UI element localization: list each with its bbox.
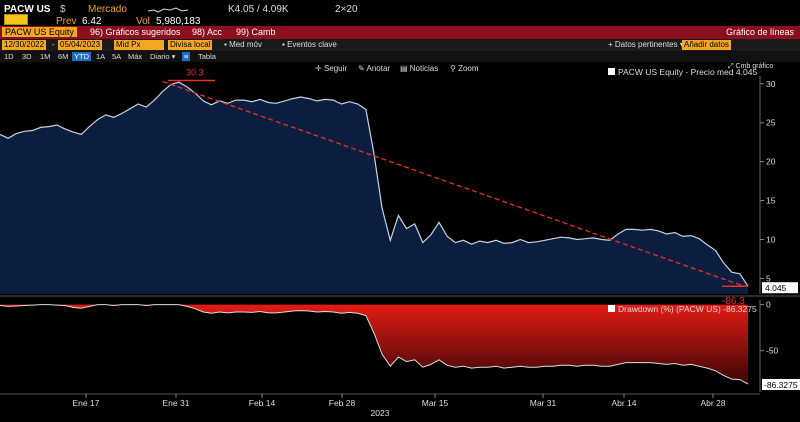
ticker-bar: PACW US $ Mercado K4.05 / 4.09K 2×20 Pre… (0, 0, 800, 27)
chart-toolbar: ✛ Seguir ✎ Anotar ▤ Noticias ⚲ Zoom ⤢ Cm… (315, 63, 773, 73)
expand-icon: ⤢ (728, 63, 736, 70)
low-annotation: -86.3 (722, 296, 745, 307)
drawdown-area (0, 304, 748, 384)
x-tick-label: Feb 14 (249, 398, 276, 408)
date-to-input[interactable]: 05/04/2023 (58, 40, 103, 50)
period-bar: 1D 3D 1M 6M YTD 1A 5A Máx Diario ▾ ≡ Tab… (0, 51, 800, 62)
x-year-label: 2023 (371, 408, 390, 418)
period-daily[interactable]: Diario ▾ (148, 52, 177, 61)
mov-avg-toggle[interactable]: ▪ Med móv (222, 40, 264, 50)
y-tick-label: 25 (766, 118, 776, 128)
price-area (0, 82, 748, 294)
market-icon: $ (60, 4, 66, 15)
legend-swatch (608, 68, 615, 75)
prev-value: 6.42 (82, 16, 102, 27)
sparkline-icon (148, 7, 188, 13)
period-ytd[interactable]: YTD (72, 52, 91, 61)
field-select[interactable]: Mid Px (114, 40, 164, 50)
drawdown-legend: Drawdown (%) (PACW US) -86.3275 (608, 304, 757, 314)
last-value-badge: 4.045 (762, 282, 798, 294)
mov-avg-label: Med móv (229, 40, 262, 49)
news-icon: ▤ (400, 64, 410, 73)
chevron-down-icon: ▾ (677, 40, 684, 49)
y-tick-label: 30 (766, 79, 776, 89)
price-line (0, 81, 749, 287)
x-tick-label: Feb 28 (329, 398, 356, 408)
key-events-label: Eventos clave (287, 40, 337, 49)
period-1d[interactable]: 1D (4, 52, 14, 61)
price-chart[interactable]: ✛ Seguir ✎ Anotar ▤ Noticias ⚲ Zoom ⤢ Cm… (0, 62, 800, 422)
x-tick-label: Mar 15 (422, 398, 449, 408)
period-max[interactable]: Máx (128, 52, 143, 61)
period-3d[interactable]: 3D (22, 52, 32, 61)
trend-line (162, 80, 745, 287)
table-toggle-icon[interactable]: ≡ (182, 52, 191, 61)
period-1m[interactable]: 1M (40, 52, 51, 61)
period-6m[interactable]: 6M (58, 52, 69, 61)
x-tick-label: Ene 31 (163, 398, 190, 408)
legend-label: PACW US Equity - Precio med 4.045 (618, 67, 757, 77)
change-menu[interactable]: 99) Camb (236, 27, 276, 37)
x-tick-label: Abr 14 (611, 398, 636, 408)
y-tick-label: 0 (766, 300, 771, 310)
y-tick-label: 10 (766, 235, 776, 245)
table-label[interactable]: Tabla (198, 52, 216, 61)
drawdown-line (0, 304, 749, 385)
drawdown-panel: 0 -50 Drawdown (%) (PACW US) -86.3275 -86.3… (0, 300, 800, 392)
drawdown-last-badge: -86.3275 (762, 378, 800, 390)
follow-button[interactable]: ✛ Seguir (315, 64, 347, 73)
security-field[interactable]: PACW US Equity (2, 27, 77, 37)
annotate-button[interactable]: ✎ Anotar (358, 64, 390, 73)
price-legend: PACW US Equity - Precio med 4.045 (608, 67, 757, 77)
add-study-input[interactable]: Añadir datos (682, 40, 731, 50)
y-tick-label: 15 (766, 196, 776, 206)
suggested-charts-menu[interactable]: 96) Gráficos sugeridos (90, 27, 181, 37)
actions-menu[interactable]: 98) Acc (192, 27, 223, 37)
x-tick-label: Ene 17 (73, 398, 100, 408)
period-daily-label: Diario (150, 52, 170, 61)
x-tick-label: Mar 31 (530, 398, 557, 408)
prev-label: Prev (56, 16, 77, 27)
y-tick-label: -50 (766, 346, 779, 356)
currency-select[interactable]: Divisa local (168, 40, 213, 50)
checkbox-icon: ▪ (224, 40, 230, 49)
market-label: Mercado (88, 4, 127, 15)
function-bar: PACW US Equity 96) Gráficos sugeridos 98… (0, 26, 800, 39)
date-from-input[interactable]: 12/30/2022 (2, 40, 47, 50)
legend-swatch (608, 305, 615, 312)
chart-type-label: Gráfico de líneas (725, 27, 794, 37)
controls-bar: 12/30/2022 - 05/04/2023 Mid Px Divisa lo… (0, 39, 800, 51)
y-tick-label: 20 (766, 157, 776, 167)
drawdown-last-label: -86.3275 (764, 380, 798, 390)
vol-label: Vol (136, 16, 150, 27)
plus-icon: + (608, 40, 615, 49)
date-separator: - (52, 40, 55, 49)
zoom-button[interactable]: ⚲ Zoom (450, 64, 479, 73)
legend-label: Drawdown (%) (PACW US) -86.3275 (618, 304, 757, 314)
x-axis: Ene 17 Ene 31 Feb 14 Feb 28 Mar 15 Mar 31 Abr … (0, 393, 760, 418)
period-1a[interactable]: 1A (96, 52, 106, 61)
chevron-down-icon: ▾ (169, 52, 176, 61)
pencil-icon: ✎ (358, 64, 366, 73)
vol-value: 5,980,183 (156, 16, 201, 27)
ticker-symbol[interactable]: PACW US (4, 4, 51, 15)
bid-ask-size: 2×20 (335, 4, 358, 15)
magnifier-icon: ⚲ (450, 64, 458, 73)
high-annotation: 30.3 (186, 67, 204, 77)
bid-ask-price: K4.05 / 4.09K (228, 4, 289, 15)
x-tick-label: Abr 28 (700, 398, 725, 408)
security-tag[interactable] (4, 14, 28, 25)
relevant-data-label: Datos pertinentes (614, 40, 678, 49)
checkbox-icon: ▪ (282, 40, 288, 49)
chart-settings-button[interactable]: ⤢ Cmb gráfico (728, 63, 773, 70)
y-tick-label: 5 (766, 273, 771, 283)
price-panel: PACW US Equity - Precio med 4.045 30 25 20 1… (0, 67, 800, 307)
crosshair-icon: ✛ (315, 64, 324, 73)
key-events-toggle[interactable]: ▪ Eventos clave (280, 40, 339, 50)
last-value-label: 4.045 (765, 283, 787, 293)
news-button[interactable]: ▤ Noticias (400, 64, 438, 73)
relevant-data-menu[interactable]: + Datos pertinentes ▾ (606, 40, 686, 50)
period-5a[interactable]: 5A (112, 52, 122, 61)
